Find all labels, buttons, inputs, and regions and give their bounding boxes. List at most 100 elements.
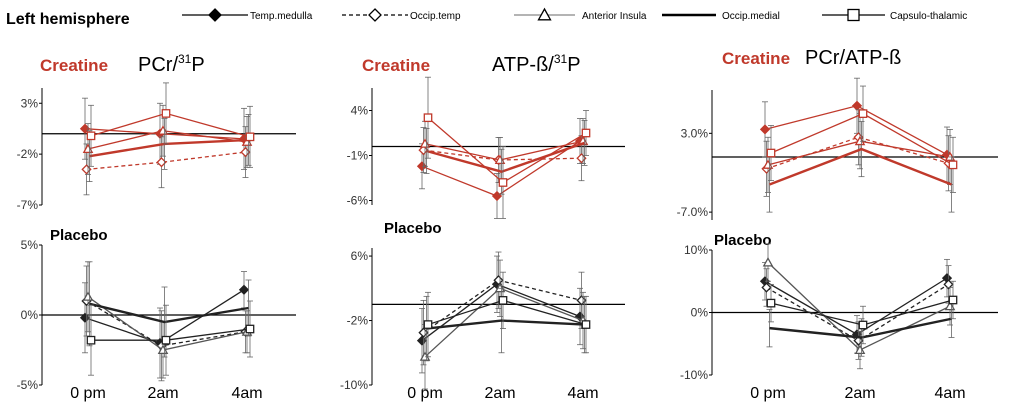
data-point-occip-temp — [493, 275, 504, 286]
data-point-anterior-insula — [157, 344, 169, 355]
y-tick-label: 0% — [21, 308, 39, 322]
data-point-capsulo-thalamic — [161, 335, 171, 345]
series-occip-medial — [86, 114, 252, 183]
data-point-capsulo-thalamic — [948, 160, 958, 170]
x-tick-label: 0 pm — [70, 385, 106, 402]
series-temp-medulla — [759, 77, 953, 183]
series-line-occip-medial — [426, 141, 585, 173]
data-point-temp-medulla — [238, 284, 250, 295]
y-tick-label: 6% — [351, 249, 369, 263]
panel-creatine-2: 4% -1% -6% — [347, 76, 625, 219]
legend-marker-occip-temp — [368, 8, 382, 22]
y-tick-label: 4% — [351, 104, 369, 118]
legend-label-occip-medial: Occip.medial — [722, 11, 780, 22]
series-occip-medial — [86, 261, 252, 358]
data-point-anterior-insula — [241, 136, 253, 146]
x-tick-label: 0 pm — [407, 385, 443, 402]
series-occip-medial — [423, 120, 588, 195]
data-point-anterior-insula — [944, 300, 956, 311]
data-point-temp-medulla — [851, 100, 863, 111]
y-tick-label: -1% — [347, 149, 369, 163]
series-line-capsulo-thalamic — [91, 328, 251, 341]
series-capsulo-thalamic — [86, 300, 255, 376]
y-tick-label: -7% — [17, 198, 39, 212]
series-anterior-insula — [762, 113, 956, 193]
series-line-occip-medial — [769, 147, 952, 186]
data-point-anterior-insula — [762, 256, 774, 267]
data-point-occip-temp — [761, 282, 772, 293]
placebo-label-3: Placebo — [714, 232, 772, 249]
data-point-capsulo-thalamic — [498, 178, 508, 187]
data-point-temp-medulla — [491, 190, 503, 202]
panel-placebo-1: 5% 0% -5% 0 pm 2am 4am — [17, 238, 296, 402]
data-point-capsulo-thalamic — [948, 295, 958, 305]
y-tick-label: 10% — [684, 243, 708, 257]
data-point-anterior-insula — [157, 125, 169, 135]
data-point-capsulo-thalamic — [245, 132, 255, 142]
y-tick-label: -7.0% — [677, 205, 709, 219]
x-tick-label: 4am — [231, 385, 262, 402]
y-tick-label: -5% — [17, 378, 39, 392]
data-point-anterior-insula — [82, 291, 94, 301]
data-point-capsulo-thalamic — [858, 320, 868, 330]
placebo-label-1: Placebo — [50, 227, 108, 244]
figure-header: Left hemisphere — [6, 11, 130, 28]
data-point-capsulo-thalamic — [423, 320, 433, 329]
legend-marker-anterior-insula — [537, 7, 552, 21]
series-capsulo-thalamic — [423, 76, 591, 219]
data-point-capsulo-thalamic — [161, 109, 171, 118]
panels: 3% -2% -7% 4% -1% -6% 3.0% -7.0% 5% 0% -5% 0 pm 2am 4… — [17, 76, 998, 402]
y-tick-label: -2% — [347, 314, 369, 328]
series-temp-medulla — [416, 255, 586, 374]
data-point-anterior-insula — [854, 135, 866, 146]
x-tick-label: 2am — [147, 385, 178, 402]
y-tick-label: -10% — [680, 368, 708, 382]
series-capsulo-thalamic — [423, 271, 591, 358]
legend-marker-capsulo-thalamic — [847, 8, 860, 22]
data-point-capsulo-thalamic — [581, 320, 591, 329]
data-point-capsulo-thalamic — [858, 109, 868, 118]
data-point-anterior-insula — [419, 138, 431, 148]
series-capsulo-thalamic — [86, 82, 255, 168]
data-point-anterior-insula — [762, 159, 774, 169]
y-tick-label: 0% — [691, 306, 709, 320]
ratio-title-3: PCr/ATP-ß — [805, 47, 901, 69]
legend: Temp.medulla Occip.temp Anterior Insula Occ… — [182, 7, 967, 22]
data-point-capsulo-thalamic — [86, 131, 96, 141]
legend-label-anterior-insula: Anterior Insula — [582, 11, 647, 22]
data-point-capsulo-thalamic — [498, 296, 508, 305]
data-point-anterior-insula — [494, 154, 506, 165]
data-point-anterior-insula — [82, 143, 94, 154]
series-anterior-insula — [82, 261, 253, 379]
legend-label-temp-medulla: Temp.medulla — [250, 11, 313, 22]
data-point-capsulo-thalamic — [423, 113, 433, 123]
series-line-occip-medial — [769, 317, 952, 339]
series-anterior-insula — [762, 243, 956, 370]
y-tick-label: 3% — [21, 96, 39, 110]
series-line-occip-medial — [426, 319, 585, 330]
panel-placebo-3: 10% 0% -10% 0 pm 2am 4am — [680, 243, 998, 402]
data-point-occip-temp — [943, 279, 954, 290]
panel-placebo-2: 6% -2% -10% 0 pm 2am 4am — [340, 248, 625, 402]
y-tick-label: -6% — [347, 194, 369, 208]
y-tick-label: 3.0% — [681, 126, 709, 140]
data-point-anterior-insula — [494, 282, 506, 293]
data-point-capsulo-thalamic — [766, 298, 776, 308]
series-line-occip-temp — [86, 151, 246, 171]
y-tick-label: -10% — [340, 378, 368, 392]
series-line-occip-medial — [89, 302, 249, 324]
legend-marker-temp-medulla — [208, 8, 222, 22]
series-line-temp-medulla — [764, 105, 948, 156]
series-temp-medulla — [416, 118, 586, 219]
x-tick-label: 4am — [567, 385, 598, 402]
data-point-anterior-insula — [854, 344, 866, 355]
data-point-temp-medulla — [759, 124, 771, 135]
y-tick-label: 5% — [21, 238, 39, 252]
series-capsulo-thalamic — [766, 85, 958, 193]
x-tick-label: 2am — [484, 385, 515, 402]
data-point-capsulo-thalamic — [581, 128, 591, 138]
legend-label-occip-temp: Occip.temp — [410, 11, 461, 22]
ratio-title-2: ATP-ß/31P — [492, 52, 581, 76]
creatine-label-2: Creatine — [362, 56, 430, 75]
data-point-capsulo-thalamic — [86, 335, 96, 345]
